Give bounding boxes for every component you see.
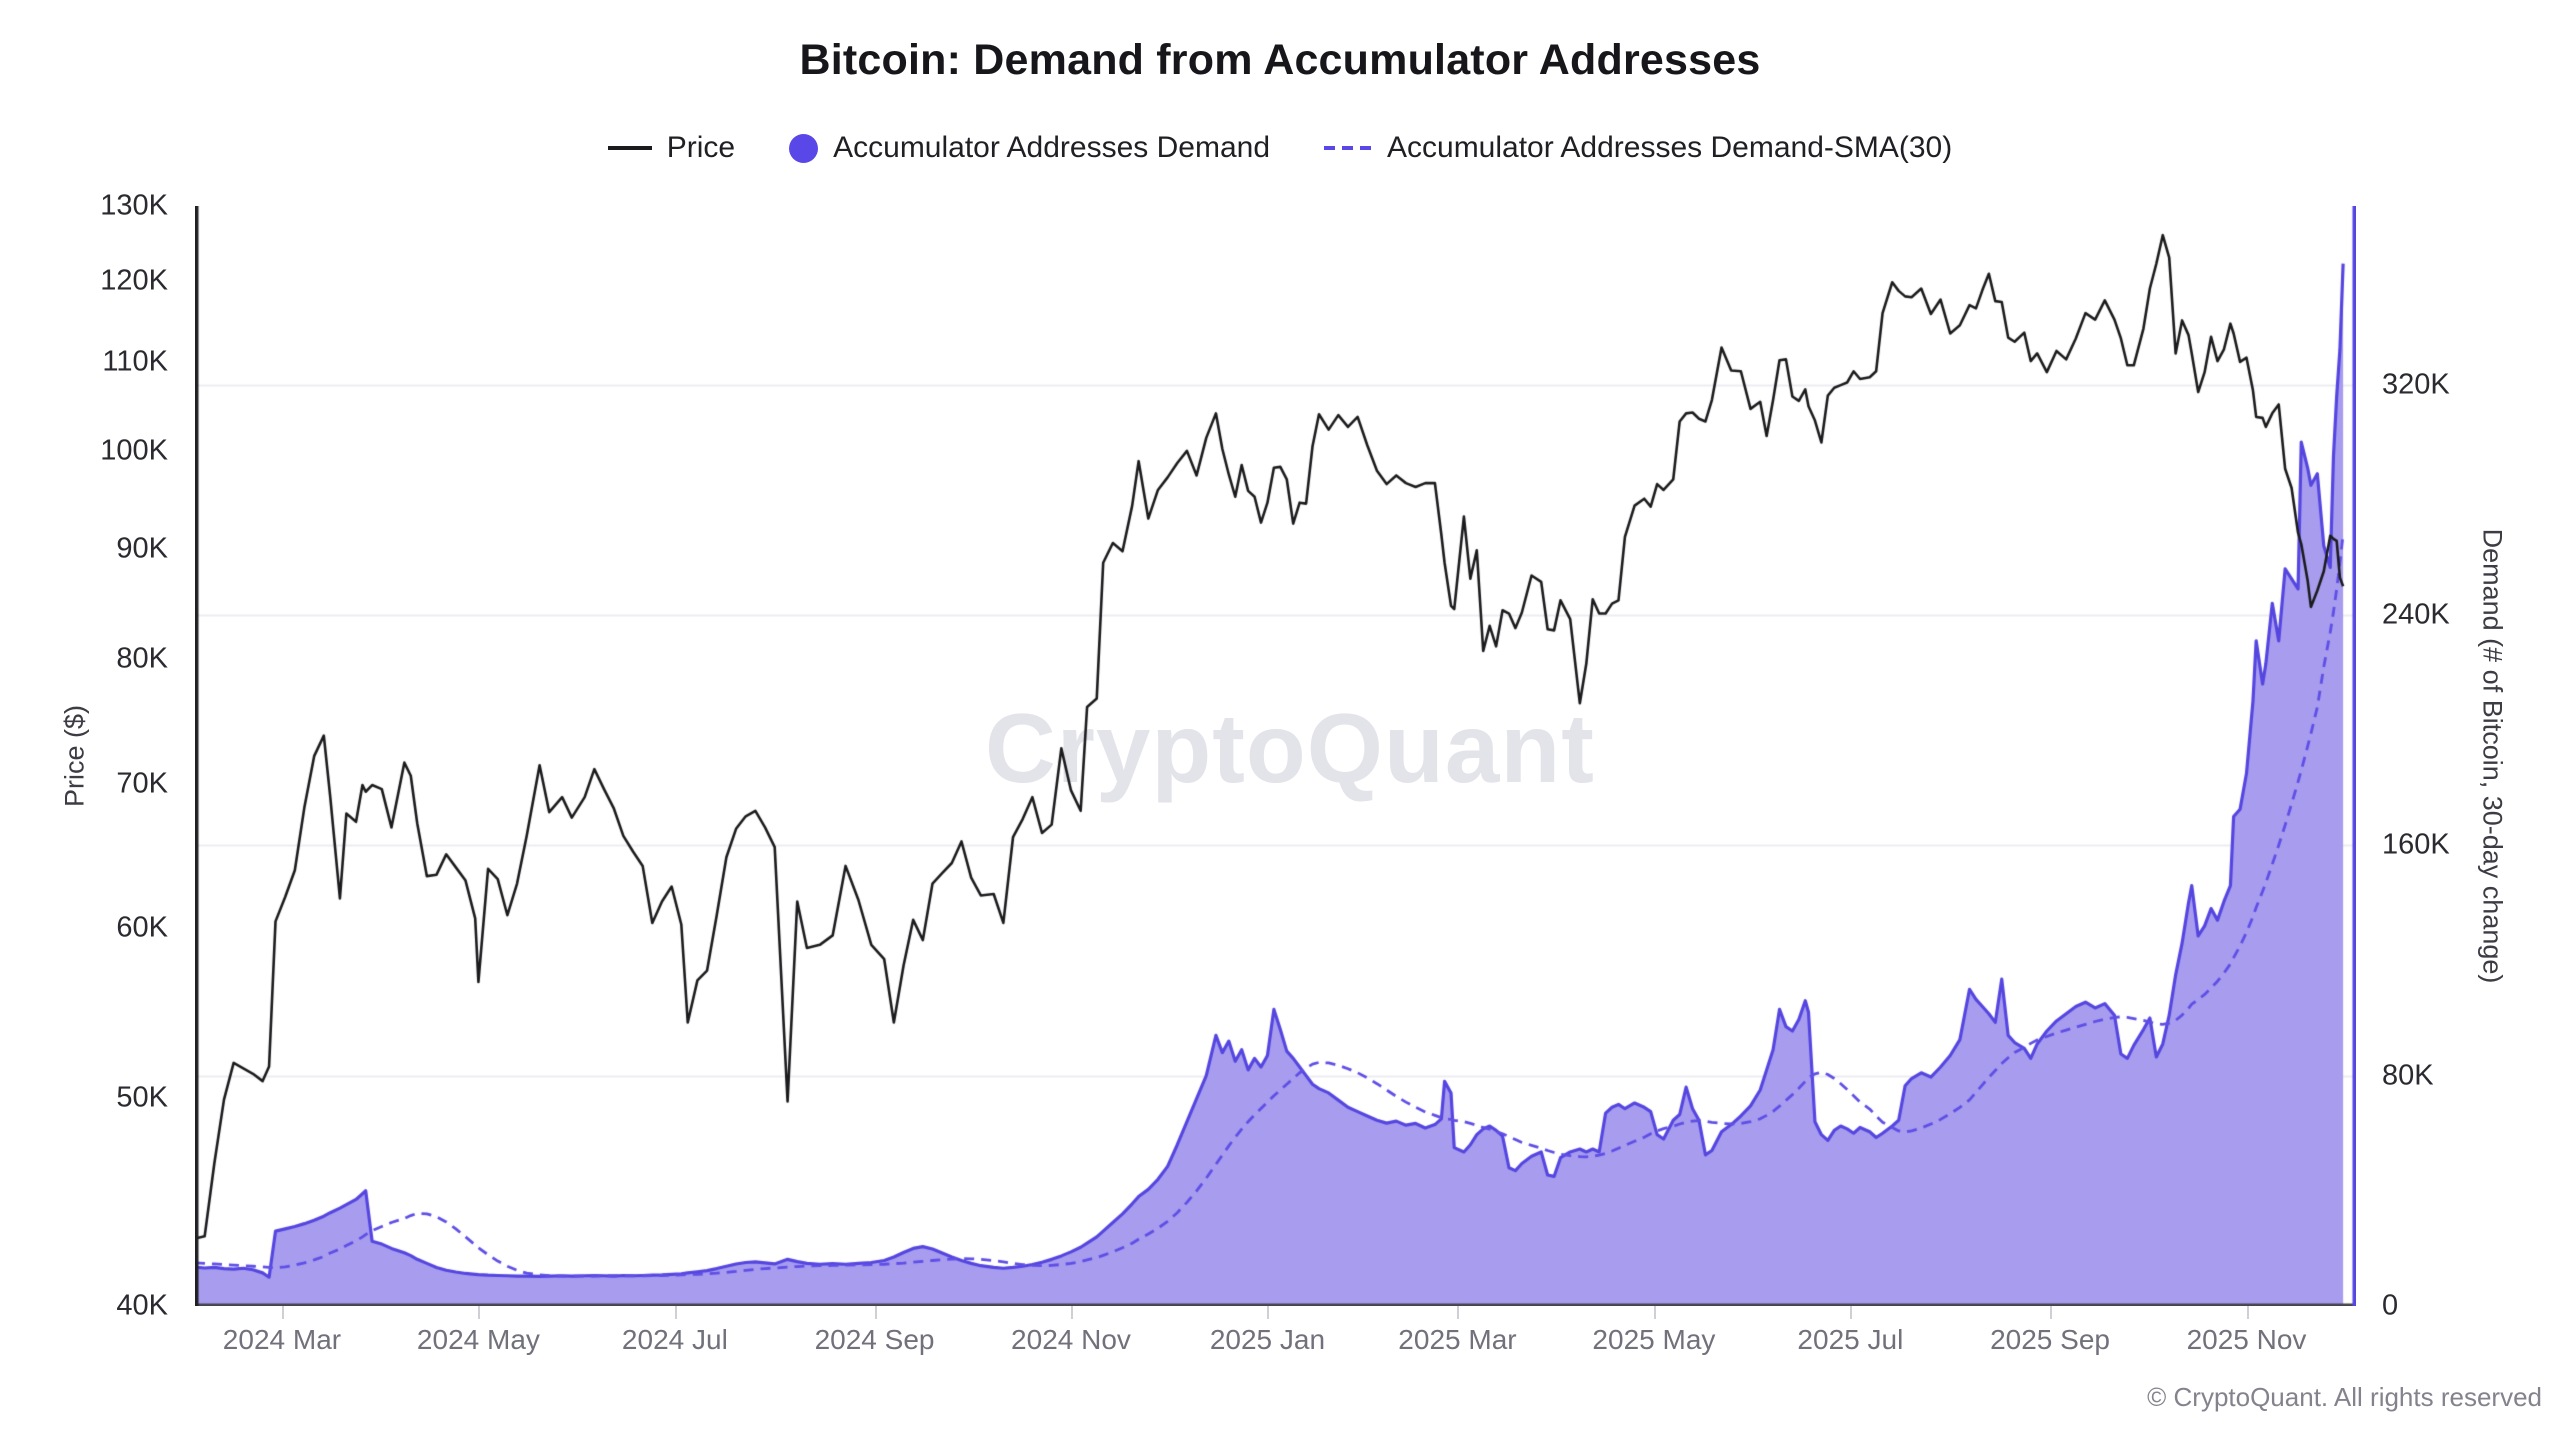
price-tick-label: 110K xyxy=(102,345,168,378)
x-tick-label: 2024 May xyxy=(416,1324,540,1355)
demand-axis-tick-labels: 0 80K 160K 240K 320K xyxy=(2382,206,2552,1321)
sma-dash-swatch-icon xyxy=(1324,146,1372,150)
x-axis-tick-labels: 2024 Mar 2024 May 2024 Jul 2024 Sep 2024 Nov… xyxy=(195,1306,2356,1386)
x-tick-mark xyxy=(1457,1306,1460,1319)
price-axis-title: Price ($) xyxy=(59,704,90,808)
x-tick-mark xyxy=(1070,1306,1073,1319)
x-tick-label: 2025 Sep xyxy=(1990,1324,2110,1355)
x-tick-label: 2024 Nov xyxy=(1011,1324,1131,1355)
x-tick-label: 2025 May xyxy=(1592,1324,1716,1355)
x-tick-mark xyxy=(281,1306,284,1319)
price-tick-label: 90K xyxy=(116,532,168,565)
legend-item-sma[interactable]: Accumulator Addresses Demand-SMA(30) xyxy=(1324,131,1952,165)
x-tick-mark xyxy=(2246,1306,2249,1319)
chart-legend: Price Accumulator Addresses Demand Accum… xyxy=(0,124,2560,172)
demand-dot-swatch-icon xyxy=(789,133,819,163)
demand-tick-label: 160K xyxy=(2382,828,2450,861)
legend-label-sma: Accumulator Addresses Demand-SMA(30) xyxy=(1387,131,1953,164)
x-tick-label: 2025 Mar xyxy=(1398,1324,1517,1355)
legend-item-price[interactable]: Price xyxy=(607,131,736,165)
demand-tick-label: 0 xyxy=(2382,1289,2399,1322)
legend-label-price: Price xyxy=(666,131,736,164)
x-tick-mark xyxy=(1267,1306,1270,1319)
price-tick-label: 70K xyxy=(116,767,168,800)
page-title: Bitcoin: Demand from Accumulator Address… xyxy=(799,36,1761,84)
demand-tick-label: 80K xyxy=(2382,1059,2434,1092)
demand-tick-label: 320K xyxy=(2382,368,2450,401)
price-tick-label: 50K xyxy=(116,1081,168,1114)
price-tick-label: 40K xyxy=(116,1289,168,1322)
price-tick-label: 120K xyxy=(100,264,168,297)
x-tick-label: 2025 Jul xyxy=(1797,1324,1904,1355)
legend-item-demand[interactable]: Accumulator Addresses Demand xyxy=(789,131,1270,165)
demand-tick-label: 240K xyxy=(2382,598,2450,631)
x-tick-mark xyxy=(674,1306,677,1319)
legend-label-demand: Accumulator Addresses Demand xyxy=(833,131,1270,164)
x-tick-mark xyxy=(1653,1306,1656,1319)
x-tick-mark xyxy=(478,1306,481,1319)
price-tick-label: 60K xyxy=(116,911,168,944)
price-tick-label: 80K xyxy=(116,642,168,675)
demand-axis-title: Demand (# of Bitcoin, 30-day change) xyxy=(2477,528,2508,984)
x-tick-mark xyxy=(2050,1306,2053,1319)
x-tick-mark xyxy=(1850,1306,1853,1319)
footer-copyright: © CryptoQuant. All rights reserved xyxy=(2147,1382,2542,1412)
x-tick-label: 2025 Jan xyxy=(1209,1324,1326,1355)
price-tick-label: 130K xyxy=(100,189,168,222)
x-tick-label: 2024 Sep xyxy=(814,1324,935,1355)
price-tick-label: 100K xyxy=(100,434,168,467)
x-tick-label: 2024 Mar xyxy=(222,1324,342,1355)
price-line-swatch-icon xyxy=(607,146,652,150)
plot-area xyxy=(195,206,2356,1306)
x-tick-mark xyxy=(874,1306,877,1319)
x-tick-label: 2025 Nov xyxy=(2186,1324,2307,1355)
plot-canvas[interactable] xyxy=(195,206,2356,1306)
x-tick-label: 2024 Jul xyxy=(621,1324,728,1355)
